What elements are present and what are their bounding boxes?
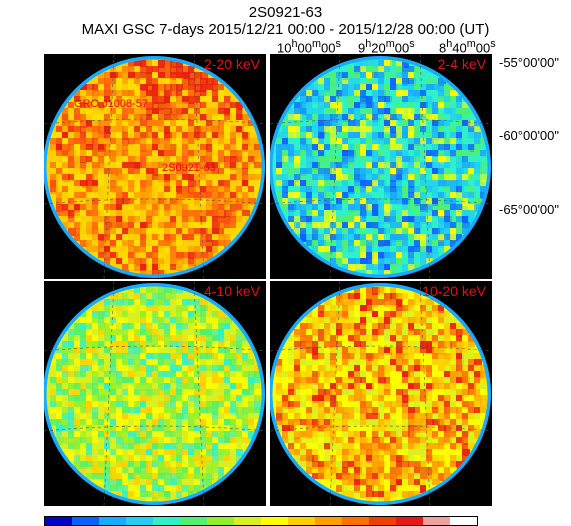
color-scale-step xyxy=(72,517,99,525)
sky-map-2-20kev: 2-20 keV GRO J1008-57 2S0921-63 xyxy=(44,54,266,279)
color-scale-step xyxy=(288,517,315,525)
ra-label-1: 9h20m00s xyxy=(358,38,415,56)
energy-band-label: 4-10 keV xyxy=(203,283,260,299)
color-scale-step xyxy=(261,517,288,525)
ra-label-2: 8h40m00s xyxy=(439,38,496,56)
color-scale-step xyxy=(342,517,369,525)
color-scale-step xyxy=(396,517,423,525)
source-label-gro-j1008-57: GRO J1008-57 xyxy=(74,98,148,110)
color-scale-step xyxy=(180,517,207,525)
dec-label-2: -65°00'00" xyxy=(499,202,560,217)
color-scale-step xyxy=(45,517,72,525)
color-scale-step xyxy=(369,517,396,525)
color-scale-step xyxy=(126,517,153,525)
sky-map-4-10kev: 4-10 keV xyxy=(44,281,266,506)
dec-label-1: -60°00'00" xyxy=(499,128,560,143)
dec-label-0: -55°00'00" xyxy=(499,55,560,70)
sky-map-2-4kev: 2-4 keV xyxy=(270,54,492,279)
color-scale-step xyxy=(450,517,477,525)
ra-label-0: 10h00m00s xyxy=(277,38,341,56)
color-scale-step xyxy=(207,517,234,525)
page-title: 2S0921-63 xyxy=(248,4,323,21)
color-scale-step xyxy=(315,517,342,525)
color-scale-step xyxy=(153,517,180,525)
energy-band-label: 2-20 keV xyxy=(203,56,260,72)
source-label-2s0921-63: 2S0921-63 xyxy=(162,162,216,174)
page-subtitle: MAXI GSC 7-days 2015/12/21 00:00 - 2015/… xyxy=(81,21,490,38)
color-scale-step xyxy=(234,517,261,525)
color-scale-step xyxy=(423,517,450,525)
sky-map-image xyxy=(44,54,266,279)
energy-band-label: 10-20 keV xyxy=(422,283,486,299)
energy-band-label: 2-4 keV xyxy=(437,56,486,72)
color-scale-step xyxy=(99,517,126,525)
sky-map-10-20kev: 10-20 keV xyxy=(270,281,492,506)
sky-map-image xyxy=(270,54,492,279)
sky-map-image xyxy=(44,281,266,506)
sky-map-image xyxy=(270,281,492,506)
